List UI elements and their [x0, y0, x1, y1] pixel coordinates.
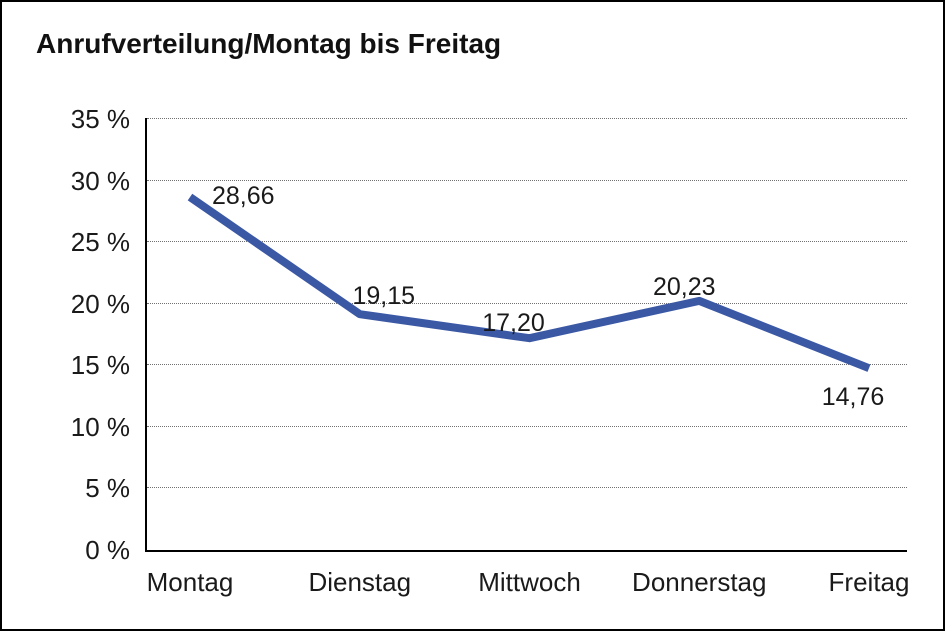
data-label-donnerstag: 20,23	[652, 272, 716, 301]
gridline	[147, 241, 907, 243]
gridline	[147, 425, 907, 427]
gridline	[147, 364, 907, 366]
x-axis-label-donnerstag: Donnerstag	[632, 567, 767, 597]
y-axis-tick-label: 0 %	[85, 535, 130, 565]
data-label-mittwoch: 17,20	[482, 309, 545, 338]
x-axis-line	[145, 550, 907, 552]
chart-title: Anrufverteilung/Montag bis Freitag	[36, 28, 502, 59]
gridline	[147, 118, 907, 119]
gridline	[147, 487, 907, 489]
series-line	[187, 193, 871, 372]
y-axis-tick-label: 30 %	[70, 165, 130, 196]
gridline	[147, 302, 907, 304]
y-axis-line	[145, 118, 147, 552]
y-axis-tick-label: 20 %	[70, 288, 130, 319]
data-label-freitag: 14,76	[821, 383, 885, 412]
x-axis-label-mittwoch: Mittwoch	[478, 567, 581, 597]
x-axis-label-montag: Montag	[146, 567, 234, 597]
x-axis-label-dienstag: Dienstag	[308, 567, 412, 597]
y-axis-tick-label: 35 %	[70, 104, 130, 134]
gridline	[147, 179, 907, 181]
y-axis-tick-label: 10 %	[70, 411, 130, 442]
x-axis-label-freitag: Freitag	[828, 567, 910, 597]
y-axis-tick-label: 25 %	[70, 227, 130, 258]
data-label-dienstag: 19,15	[352, 282, 416, 311]
y-axis-tick-label: 15 %	[70, 350, 130, 381]
y-axis-tick-label: 5 %	[85, 473, 130, 504]
data-label-montag: 28,66	[212, 182, 275, 211]
